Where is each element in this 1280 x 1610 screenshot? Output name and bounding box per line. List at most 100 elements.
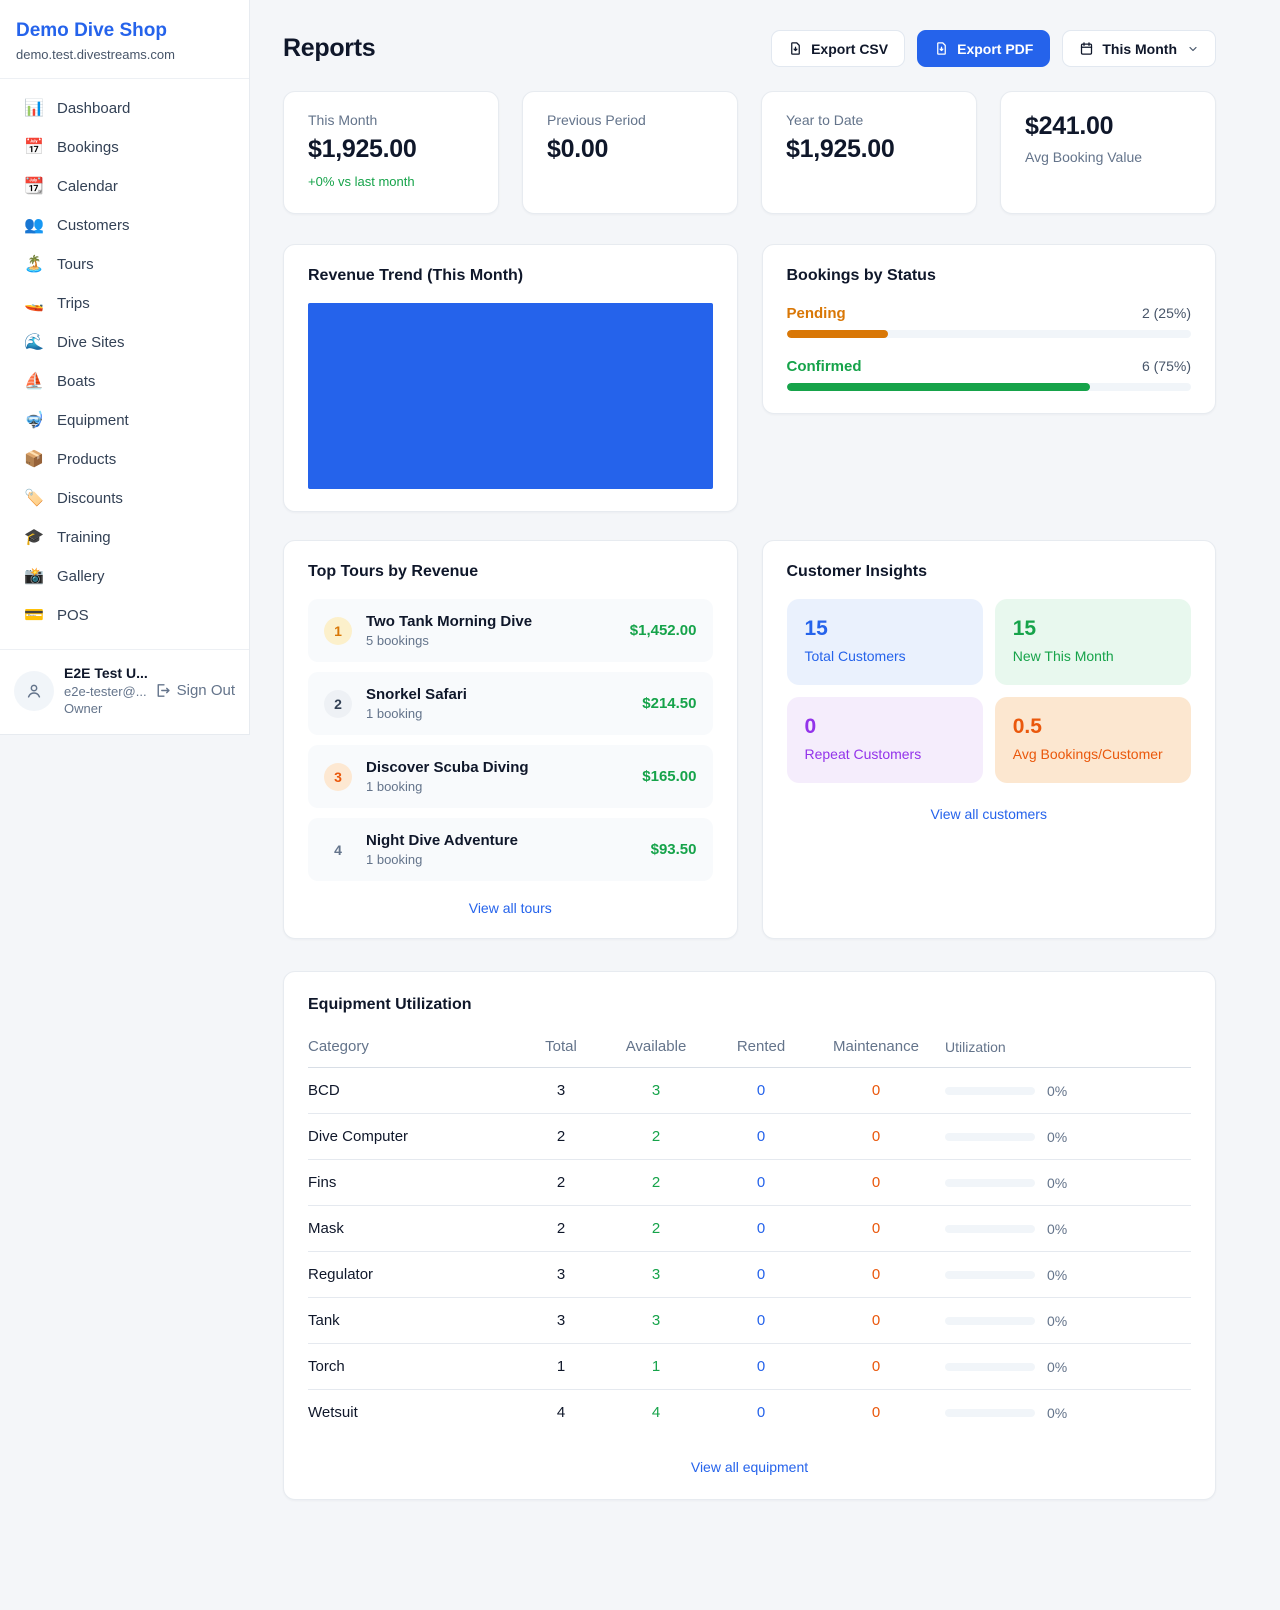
stat-card-year-to-date: Year to Date $1,925.00: [761, 91, 977, 214]
cell-utilization: 0%: [941, 1221, 1191, 1237]
cell-category: Tank: [308, 1312, 340, 1329]
cell-available: 4: [651, 1404, 661, 1421]
sidebar-item-label: Equipment: [57, 412, 129, 429]
stat-card-avg-booking-value: $241.00 Avg Booking Value: [1000, 91, 1216, 214]
stat-value: $241.00: [1025, 112, 1114, 140]
cell-utilization: 0%: [941, 1129, 1191, 1145]
utilization-text: 0%: [1047, 1082, 1068, 1099]
utilization-text: 0%: [1047, 1174, 1068, 1191]
column-header-maintenance: Maintenance: [833, 1038, 919, 1055]
sidebar-item-tours[interactable]: 🏝️ Tours: [0, 245, 249, 284]
avatar: [14, 670, 54, 711]
shop-subdomain: demo.test.divestreams.com: [16, 47, 175, 62]
stat-value: $0.00: [547, 135, 609, 163]
table-row: Regulator 3 3 0 0 0%: [308, 1252, 1191, 1298]
sidebar-item-gallery[interactable]: 📸 Gallery: [0, 557, 249, 596]
sidebar-item-dashboard[interactable]: 📊 Dashboard: [0, 89, 249, 128]
file-download-icon: [937, 42, 946, 55]
top-tours-card: Top Tours by Revenue 1 Two Tank Morning …: [283, 540, 738, 939]
cell-category: Regulator: [308, 1266, 374, 1283]
rank-badge: 1: [324, 616, 352, 645]
sidebar-item-discounts[interactable]: 🏷️ Discounts: [0, 479, 249, 518]
tour-name: Night Dive Adventure: [366, 832, 518, 849]
calendar-icon: 📆: [24, 177, 44, 195]
stat-card-this-month: This Month $1,925.00 +0% vs last month: [283, 91, 499, 214]
topbar: Reports Export CSV Export PDF: [283, 30, 1216, 67]
customers-icon: 👥: [24, 216, 44, 234]
dashboard-icon: 📊: [24, 99, 44, 117]
page-title: Reports: [283, 34, 376, 62]
sidebar-item-products[interactable]: 📦 Products: [0, 440, 249, 479]
view-all-tours-link[interactable]: View all tours: [468, 900, 552, 916]
status-row-pending: Pending 2 (25%): [786, 305, 1191, 338]
sidebar-item-customers[interactable]: 👥 Customers: [0, 206, 249, 245]
column-header-category: Category: [308, 1038, 369, 1055]
tour-bookings: 1 booking: [366, 779, 423, 794]
tour-name: Snorkel Safari: [366, 686, 467, 703]
table-row: Tank 3 3 0 0 0%: [308, 1298, 1191, 1344]
cell-category: Mask: [308, 1220, 344, 1237]
utilization-text: 0%: [1047, 1128, 1068, 1145]
stat-delta: +0% vs last month: [308, 174, 415, 189]
sidebar-item-label: Training: [57, 529, 111, 546]
tile-value: 15: [1012, 617, 1037, 640]
shop-name[interactable]: Demo Dive Shop: [16, 20, 167, 41]
stat-label: Previous Period: [547, 112, 646, 128]
customer-insights-card: Customer Insights 15 Total Customers 15 …: [761, 540, 1216, 939]
pos-icon: 💳: [24, 606, 44, 624]
revenue-trend-chart: [308, 303, 713, 489]
trips-icon: 🚤: [24, 294, 44, 312]
view-all-equipment-link[interactable]: View all equipment: [690, 1459, 809, 1475]
view-all-customers-link[interactable]: View all customers: [930, 806, 1047, 822]
bookings-by-status-title: Bookings by Status: [786, 267, 936, 284]
column-header-available: Available: [625, 1038, 687, 1055]
tile-label: Repeat Customers: [804, 746, 922, 762]
stat-cards: This Month $1,925.00 +0% vs last month P…: [283, 91, 1216, 214]
sidebar-item-trips[interactable]: 🚤 Trips: [0, 284, 249, 323]
stat-label: Year to Date: [786, 112, 864, 128]
user-info: E2E Test U... e2e-tester@... Owner: [64, 664, 148, 718]
user-name: E2E Test U...: [64, 665, 148, 681]
chevron-down-icon: [1189, 46, 1197, 51]
sidebar-item-boats[interactable]: ⛵ Boats: [0, 362, 249, 401]
cell-total: 3: [556, 1312, 566, 1329]
dive-sites-icon: 🌊: [24, 333, 44, 351]
status-value: 6 (75%): [1141, 358, 1191, 374]
tour-revenue: $165.00: [642, 768, 697, 785]
cell-available: 3: [651, 1082, 661, 1099]
status-label: Confirmed: [786, 358, 862, 375]
stat-value: $1,925.00: [308, 135, 417, 163]
equipment-icon: 🤿: [24, 411, 44, 429]
status-value: 2 (25%): [1141, 305, 1191, 321]
cell-available: 2: [651, 1128, 661, 1145]
table-row: Dive Computer 2 2 0 0 0%: [308, 1114, 1191, 1160]
sidebar-item-calendar[interactable]: 📆 Calendar: [0, 167, 249, 206]
tour-bookings: 1 booking: [366, 852, 423, 867]
training-icon: 🎓: [24, 528, 44, 546]
cell-utilization: 0%: [941, 1313, 1191, 1329]
cell-category: Fins: [308, 1174, 337, 1191]
export-pdf-button[interactable]: Export PDF: [917, 30, 1051, 67]
cell-maintenance: 0: [871, 1174, 881, 1191]
sidebar-item-label: Boats: [57, 373, 96, 390]
products-icon: 📦: [24, 450, 44, 468]
export-csv-button[interactable]: Export CSV: [771, 30, 906, 67]
user-section: E2E Test U... e2e-tester@... Owner Sign …: [0, 649, 249, 734]
cell-maintenance: 0: [871, 1128, 881, 1145]
sidebar-item-dive-sites[interactable]: 🌊 Dive Sites: [0, 323, 249, 362]
sign-out-button[interactable]: Sign Out: [154, 682, 235, 699]
period-dropdown[interactable]: This Month: [1062, 30, 1216, 67]
boats-icon: ⛵: [24, 372, 44, 390]
progress-fill-confirmed: [786, 383, 1090, 391]
tile-label: Total Customers: [804, 648, 906, 664]
user-role: Owner: [64, 701, 103, 717]
column-header-total: Total: [545, 1038, 577, 1055]
sidebar-item-pos[interactable]: 💳 POS: [0, 596, 249, 635]
cell-total: 2: [556, 1174, 566, 1191]
period-label: This Month: [1102, 40, 1177, 57]
top-actions: Export CSV Export PDF This Month: [771, 30, 1216, 67]
sidebar-item-training[interactable]: 🎓 Training: [0, 518, 249, 557]
sidebar-item-bookings[interactable]: 📅 Bookings: [0, 128, 249, 167]
sidebar-item-equipment[interactable]: 🤿 Equipment: [0, 401, 249, 440]
table-row: Mask 2 2 0 0 0%: [308, 1206, 1191, 1252]
